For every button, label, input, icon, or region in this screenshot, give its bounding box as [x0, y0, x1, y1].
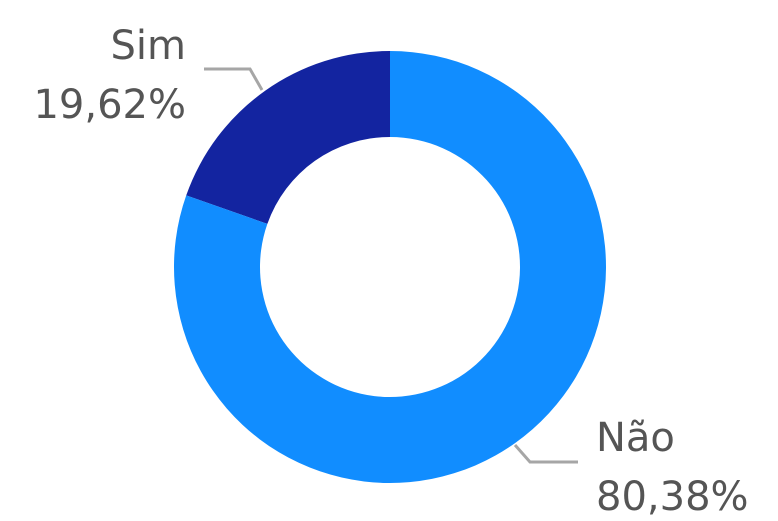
donut-slice-nao[interactable]	[173, 51, 607, 483]
slice-label-nao-value: 80,38%	[596, 474, 749, 520]
leader-line-nao	[513, 444, 578, 464]
leader-line-sim	[204, 67, 264, 91]
slice-label-sim-category: Sim	[111, 23, 186, 69]
slice-label-sim-value: 19,62%	[33, 82, 186, 128]
donut-slices	[173, 51, 607, 483]
donut-slice-sim[interactable]	[186, 51, 390, 224]
slice-label-nao-category: Não	[596, 415, 675, 461]
